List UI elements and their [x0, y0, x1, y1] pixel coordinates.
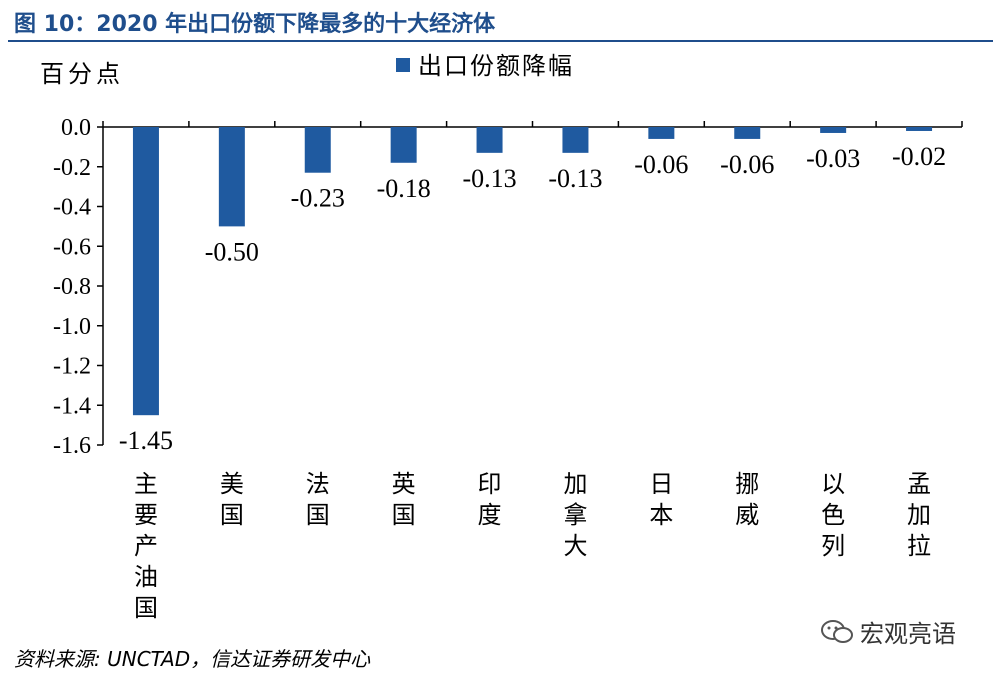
category-label: 法国 — [306, 470, 330, 529]
category-label: 美国 — [220, 470, 244, 529]
category-label: 主要产油国 — [134, 470, 158, 622]
watermark: 宏观亮语 — [820, 614, 956, 649]
bar — [906, 127, 933, 131]
bar — [304, 127, 331, 173]
data-label: -0.02 — [892, 142, 946, 171]
category-label: 日本 — [649, 470, 673, 529]
bar — [218, 127, 245, 227]
legend-swatch — [396, 58, 410, 72]
title-divider — [8, 40, 993, 42]
bar — [476, 127, 503, 153]
y-axis-label: 百分点 — [40, 60, 124, 88]
bar — [562, 127, 589, 153]
data-label: -0.23 — [291, 184, 345, 213]
data-label: -0.06 — [634, 150, 688, 179]
category-label: 英国 — [392, 470, 416, 529]
data-label: -0.13 — [462, 164, 516, 193]
bar — [132, 127, 159, 416]
y-tick-label: -1.0 — [53, 314, 91, 340]
data-label: -1.45 — [119, 426, 173, 455]
category-label: 加拿大 — [563, 470, 587, 560]
y-tick-label: -0.6 — [53, 234, 91, 260]
category-labels: 主要产油国 美国 法国 英国 印度 加拿大 日本 挪威 以色列 孟加拉 — [134, 470, 931, 622]
bar — [734, 127, 761, 139]
legend-label: 出口份额降幅 — [418, 52, 574, 80]
y-tick-label: -1.2 — [53, 354, 91, 380]
data-label: -0.18 — [377, 174, 431, 203]
axes: 0.0 -0.2 -0.4 -0.6 -0.8 -1.0 -1.2 -1.4 -1.6 — [53, 115, 963, 459]
bar-chart: 百分点 出口份额降幅 0.0 -0.2 -0.4 -0.6 -0.8 -1.0 -1.2 -1… — [40, 52, 963, 622]
category-label: 挪威 — [735, 470, 759, 529]
y-tick-label: -1.4 — [53, 393, 91, 419]
data-label: -0.03 — [806, 144, 860, 173]
data-label: -0.13 — [548, 164, 602, 193]
legend: 出口份额降幅 — [396, 52, 574, 80]
wechat-icon — [821, 619, 853, 643]
figure-title: 图 10：2020 年出口份额下降最多的十大经济体 — [14, 12, 496, 37]
category-label: 以色列 — [821, 470, 845, 560]
data-label: -0.06 — [720, 150, 774, 179]
y-tick-label: -0.8 — [53, 274, 91, 300]
bars — [132, 127, 933, 416]
data-labels: -1.45 -0.50 -0.23 -0.18 -0.13 -0.13 -0.06 -0.06… — [119, 142, 946, 455]
y-tick-label: -1.6 — [53, 433, 91, 459]
category-label: 印度 — [478, 470, 502, 529]
source-note: 资料来源: UNCTAD，信达证券研发中心 — [14, 647, 371, 671]
category-label: 孟加拉 — [907, 470, 931, 560]
y-tick-label: -0.4 — [53, 195, 91, 221]
watermark-text: 宏观亮语 — [860, 620, 956, 648]
bar — [820, 127, 847, 133]
data-label: -0.50 — [205, 237, 259, 266]
bar — [648, 127, 675, 139]
bar — [390, 127, 417, 163]
y-tick-label: -0.2 — [53, 155, 91, 181]
y-tick-label: 0.0 — [61, 115, 91, 141]
